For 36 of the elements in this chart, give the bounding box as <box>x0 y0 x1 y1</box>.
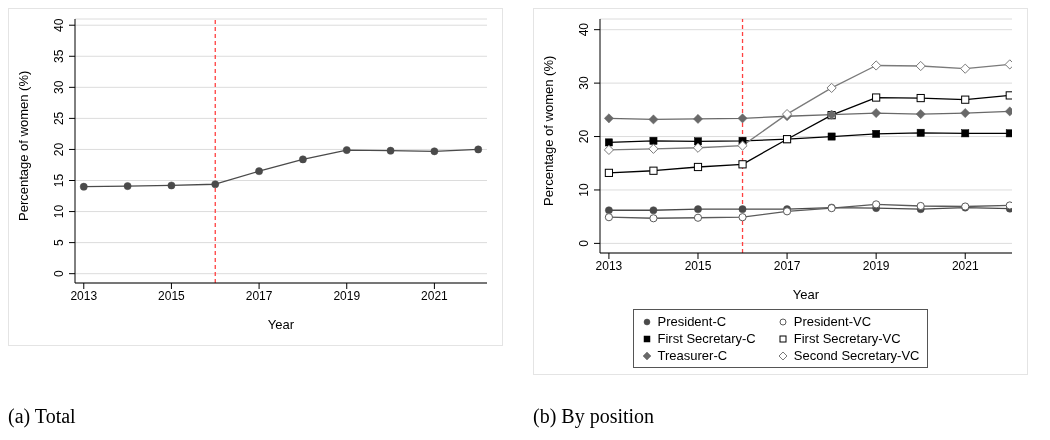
legend-label: Treasurer-C <box>657 347 728 364</box>
y-axis-title: Percentage of women (%) <box>540 55 556 206</box>
y-axis-title: Percentage of women (%) <box>15 70 31 221</box>
legend-label: Second Secretary-VC <box>793 347 920 364</box>
y-tick-label: 0 <box>52 270 66 278</box>
x-axis-title: Year <box>792 287 820 302</box>
y-tick-label: 20 <box>577 129 591 144</box>
y-tick-label: 35 <box>52 49 66 63</box>
y-tick-label: 30 <box>52 80 66 95</box>
y-tick-label: 5 <box>52 238 66 246</box>
y-tick-label: 30 <box>577 76 591 90</box>
y-tick-label: 10 <box>52 204 66 219</box>
x-tick-label: 2021 <box>951 258 979 273</box>
y-tick-label: 20 <box>52 142 66 157</box>
y-tick-label: 40 <box>577 22 591 37</box>
y-tick-label: 10 <box>577 182 591 197</box>
x-tick-label: 2019 <box>862 258 890 273</box>
x-tick-label: 2017 <box>773 258 801 273</box>
y-tick-label: 40 <box>52 18 66 32</box>
x-tick-label: 2019 <box>333 288 361 303</box>
x-tick-label: 2013 <box>70 288 98 303</box>
text: (a) Total <box>8 405 77 428</box>
x-axis-title: Year <box>267 317 295 332</box>
legend-label: First Secretary-VC <box>793 330 901 347</box>
x-tick-label: 2015 <box>158 288 186 303</box>
legend-label: President-C <box>657 313 727 330</box>
y-tick-label: 15 <box>52 173 66 188</box>
legend-label: President-VC <box>793 313 872 330</box>
x-tick-label: 2021 <box>421 288 449 303</box>
x-tick-label: 2013 <box>595 258 623 273</box>
y-tick-label: 0 <box>577 239 591 247</box>
x-tick-label: 2015 <box>684 258 712 273</box>
x-tick-label: 2017 <box>245 288 273 303</box>
legend-label: First Secretary-C <box>657 330 756 347</box>
y-tick-label: 25 <box>52 111 66 126</box>
text: (b) By position <box>533 405 656 428</box>
